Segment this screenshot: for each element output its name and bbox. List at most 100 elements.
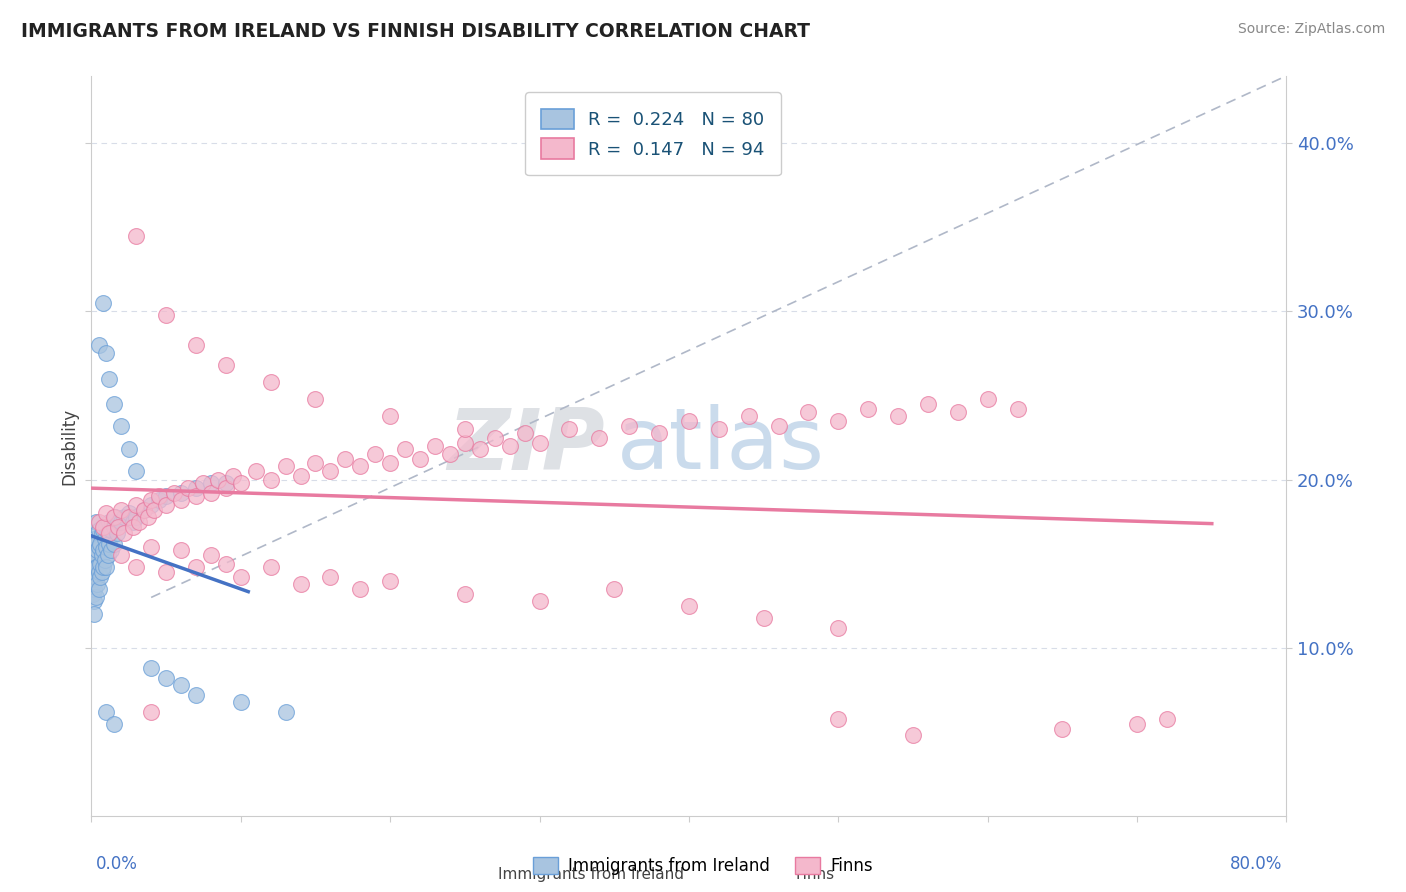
Point [94,532,117,546]
Point [752,610,775,624]
Point [83,557,105,571]
Point [83,594,105,608]
Point [454,587,477,601]
Point [148,490,170,504]
Point [858,401,880,416]
Point [380,456,402,470]
Point [82,540,104,554]
Point [707,422,730,436]
Text: Source: ZipAtlas.com: Source: ZipAtlas.com [1237,22,1385,37]
Point [122,515,145,529]
Point [1007,401,1029,416]
Point [468,442,491,457]
Point [827,712,849,726]
Point [87,338,110,352]
Point [170,492,193,507]
Point [184,688,207,702]
Point [84,549,107,563]
Point [97,526,120,541]
Point [177,481,200,495]
Point [454,435,477,450]
Point [98,526,121,541]
Point [215,358,238,372]
Point [229,695,252,709]
Point [82,565,104,579]
Point [215,475,238,490]
Point [125,498,148,512]
Point [335,452,357,467]
Point [558,422,581,436]
Point [290,469,312,483]
Point [155,308,177,322]
Point [90,565,112,579]
Point [82,568,104,582]
Point [110,515,132,529]
Point [259,375,281,389]
Point [143,503,166,517]
Point [1052,722,1074,736]
Point [155,490,177,504]
Point [946,405,969,419]
Point [827,621,849,635]
Point [103,716,125,731]
Point [423,439,446,453]
Text: Finns: Finns [796,867,835,882]
Point [96,346,118,360]
Point [136,509,159,524]
Point [141,540,163,554]
Point [104,509,127,524]
Point [93,520,115,534]
Point [678,414,700,428]
Point [380,574,402,588]
Point [349,582,371,596]
Text: 80.0%: 80.0% [1230,855,1282,872]
Point [380,409,402,423]
Point [200,549,222,563]
Point [83,532,105,546]
Point [290,577,312,591]
Point [901,728,924,742]
Point [83,549,105,563]
Point [128,515,150,529]
Point [98,515,121,529]
Point [86,560,108,574]
Point [349,459,371,474]
Point [917,397,939,411]
Point [439,447,461,461]
Point [319,464,342,478]
Point [1156,712,1178,726]
Point [93,560,115,574]
Point [215,557,238,571]
Point [90,549,112,563]
Point [96,705,118,719]
Point [1126,716,1149,731]
Point [215,481,238,495]
Point [103,397,125,411]
Point [110,549,132,563]
Point [94,553,117,567]
Point [103,520,125,534]
Text: atlas: atlas [617,404,825,488]
Point [84,570,107,584]
Point [193,475,215,490]
Point [86,543,108,558]
Point [83,570,105,584]
Point [678,599,700,613]
Point [976,392,998,406]
Point [118,442,141,457]
Point [83,582,105,596]
Point [103,536,125,550]
Y-axis label: Disability: Disability [60,408,79,484]
Point [184,338,207,352]
Point [155,671,177,685]
Point [96,520,118,534]
Point [96,540,118,554]
Point [87,523,110,537]
Point [141,498,163,512]
Text: 0.0%: 0.0% [96,855,138,872]
Point [529,594,551,608]
Point [304,456,326,470]
Point [110,418,132,433]
Point [132,503,155,517]
Point [887,409,910,423]
